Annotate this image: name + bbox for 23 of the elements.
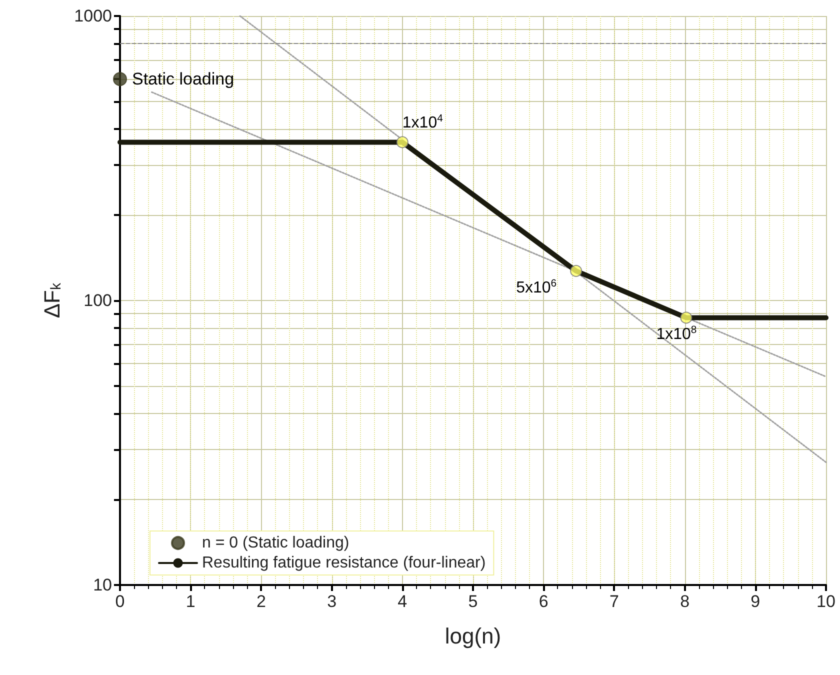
- x-tick-label: 4: [398, 592, 408, 611]
- x-tick-label: 6: [538, 592, 548, 611]
- y-tick-label: 1000: [74, 6, 112, 26]
- x-axis-title: log(n): [444, 624, 502, 648]
- y-tick-label: 10: [93, 576, 112, 594]
- y-axis-title: ΔFk: [39, 282, 64, 318]
- point: [396, 136, 408, 148]
- x-tick-label: 0: [115, 592, 125, 611]
- legend-label: Resulting fatigue resistance (four-linear): [202, 554, 486, 572]
- x-tick-label: 7: [609, 592, 619, 611]
- point: [570, 264, 582, 277]
- legend-label: n = 0 (Static loading): [202, 534, 350, 552]
- x-tick-label: 10: [816, 592, 836, 611]
- y-tick-label: 100: [84, 291, 112, 310]
- x-tick-label: 9: [750, 592, 760, 611]
- x-tick-label: 5: [468, 592, 478, 611]
- x-tick-label: 1: [186, 592, 196, 611]
- x-tick-label: 8: [680, 592, 690, 611]
- x-tick-label: 3: [327, 592, 337, 611]
- annotation: Static loading: [132, 70, 234, 89]
- x-tick-label: 2: [256, 592, 266, 611]
- point: [113, 72, 127, 86]
- point: [680, 312, 692, 324]
